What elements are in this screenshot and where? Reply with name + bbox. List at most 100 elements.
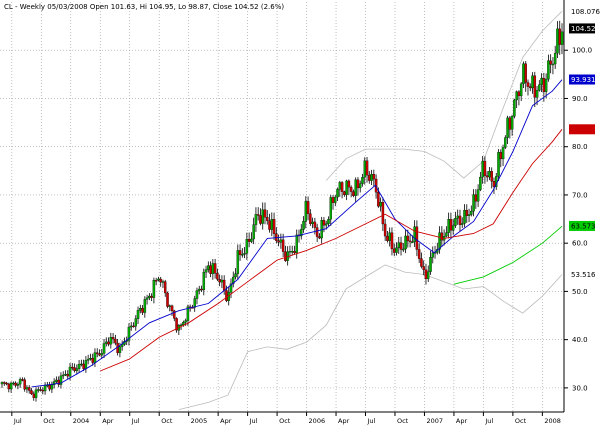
candle-up [184, 320, 187, 323]
short-moving-average-line [31, 79, 563, 388]
candle-up [295, 234, 298, 253]
candle-down [399, 242, 403, 250]
candle-down [7, 383, 11, 390]
candle-down [222, 279, 226, 291]
candle-up [118, 346, 122, 353]
candle-down [225, 290, 228, 301]
candle-up [252, 224, 255, 240]
x-tick-label: Oct [43, 417, 55, 425]
candle-down [422, 266, 425, 271]
x-tick-label: 2004 [73, 417, 90, 425]
candle-down [256, 214, 260, 216]
candle-up [497, 152, 500, 177]
x-axis: Jul Oct 2004 Apr Jul Oct 2005 Apr Jul Oct 2006 Apr J… [11, 412, 561, 425]
candlesticks [0, 20, 564, 402]
candle-up [77, 364, 81, 369]
candle-down [107, 341, 110, 345]
candle-down [318, 236, 321, 239]
candle-up [535, 90, 539, 98]
x-tick-label: Jul [367, 417, 376, 425]
candle-up [504, 137, 507, 148]
candle-down [218, 279, 221, 283]
value-label-box [569, 74, 595, 85]
candle-up [75, 368, 79, 371]
candle-up [338, 182, 342, 190]
candle-up [311, 221, 314, 224]
candle-down [277, 240, 280, 243]
candle-down [32, 393, 35, 398]
value-label: 108.076 [571, 8, 600, 16]
candle-up [89, 357, 92, 360]
candle-up [254, 214, 258, 225]
candle-up [553, 52, 557, 65]
candle-up [236, 250, 240, 274]
candle-up [288, 251, 292, 253]
candle-down [424, 269, 428, 279]
x-tick-label: Jul [249, 417, 258, 425]
candle-down [392, 248, 396, 253]
candle-down [517, 91, 521, 97]
candle-up [143, 299, 147, 313]
candle-down [71, 366, 74, 369]
x-tick-label: Apr [220, 417, 232, 425]
candle-up [460, 223, 464, 225]
candle-up [476, 189, 480, 202]
y-tick-label: 90.0 [572, 95, 588, 103]
x-tick-label: Apr [456, 417, 468, 425]
candle-up [134, 318, 138, 327]
candle-up [426, 271, 430, 279]
candle-up [102, 343, 106, 354]
candle-up [93, 352, 97, 363]
candle-up [506, 117, 509, 138]
candle-down [368, 174, 371, 181]
candle-down [474, 194, 478, 202]
candle-down [3, 382, 6, 384]
y-tick-label: 80.0 [572, 143, 588, 151]
candle-up [522, 63, 525, 85]
candle-up [538, 84, 541, 91]
candle-down [458, 215, 462, 225]
candle-up [467, 214, 471, 216]
candle-down [386, 235, 389, 241]
candle-down [259, 215, 262, 224]
candle-down [82, 363, 85, 369]
candle-down [499, 152, 503, 160]
medium-moving-average-line [100, 129, 563, 372]
candle-up [336, 189, 339, 198]
value-label: 53.516 [571, 271, 596, 279]
candle-up [193, 298, 196, 308]
candle-down [21, 379, 24, 381]
candle-down [98, 353, 101, 356]
x-tick-label: Oct [515, 417, 527, 425]
candle-up [59, 375, 63, 385]
candle-up [438, 232, 441, 250]
candle-up [454, 218, 457, 226]
candle-down [558, 28, 561, 45]
value-labels: 108.076 104.52 93.931 83.610 63.573 53.516 [569, 6, 600, 280]
y-tick-label: 40.0 [572, 336, 588, 344]
candle-down [449, 219, 453, 231]
x-tick-label: Apr [338, 417, 350, 425]
candle-up [243, 253, 246, 255]
x-tick-label: Oct [161, 417, 173, 425]
x-tick-label: Apr [102, 417, 114, 425]
candle-up [261, 209, 264, 224]
candle-up [52, 381, 56, 386]
candle-up [100, 353, 104, 356]
x-tick-label: Jul [131, 417, 140, 425]
value-label-box [569, 6, 595, 17]
candle-down [331, 197, 335, 203]
candle-up [488, 171, 491, 178]
upper-band-line [325, 10, 563, 181]
candle-up [358, 183, 362, 189]
candle-up [139, 308, 142, 311]
candle-down [508, 117, 512, 130]
candle-down [175, 318, 178, 331]
value-label: 104.52 [571, 25, 596, 33]
candle-down [549, 60, 552, 65]
candle-up [479, 176, 482, 190]
candle-down [263, 209, 267, 218]
candle-up [64, 373, 67, 376]
candle-down [170, 305, 174, 312]
